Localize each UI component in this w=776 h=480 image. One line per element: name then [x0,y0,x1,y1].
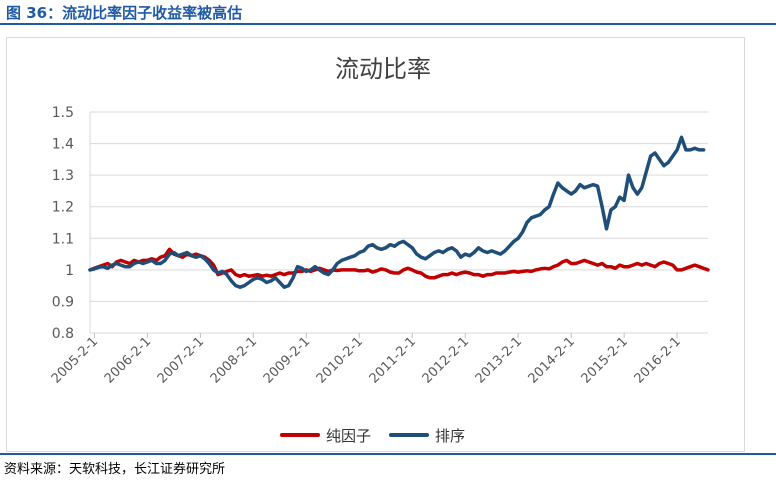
legend-label-ranking: 排序 [435,426,466,445]
x-tick-label: 2005-2-1 [49,334,101,386]
chart-title: 流动比率 [335,55,431,83]
legend-item-ranking: 排序 [389,425,465,446]
series-line-ranking [88,135,706,289]
gridlines [89,111,708,334]
x-tick-label: 2006-2-1 [102,334,154,386]
bottom-divider [0,453,776,455]
x-tick-label: 2014-2-1 [526,334,578,386]
figure-title: 图 36：流动比率因子收益率被高估 [6,4,243,22]
x-tick-label: 2007-2-1 [155,334,207,386]
x-tick-label: 2008-2-1 [208,334,260,386]
x-tick-label: 2010-2-1 [314,334,366,386]
y-tick-label: 1 [65,263,74,279]
legend-swatch-ranking [389,433,430,437]
x-tick-labels: 2005-2-1 2006-2-1 2007-2-1 2008-2-1 2009-2-1… [49,333,684,387]
legend-swatch-pure-factor [280,433,320,437]
x-tick-label: 2016-2-1 [632,334,684,386]
x-tick-label: 2013-2-1 [473,334,525,386]
y-tick-label: 1.1 [52,231,74,247]
chart-frame [6,37,745,452]
x-tick-label: 2012-2-1 [420,334,472,386]
legend-label-pure-factor: 纯因子 [326,426,372,445]
top-divider [0,23,776,25]
legend: 纯因子 排序 [280,425,465,446]
y-tick-label: 1.4 [52,137,74,153]
series-lines [88,135,710,289]
y-tick-label: 1.2 [52,200,74,216]
y-tick-labels: 0.8 0.9 1 1.1 1.2 1.3 1.4 1.5 [52,105,74,342]
x-tick-label: 2011-2-1 [367,334,419,386]
source-note: 资料来源：天软科技，长江证券研究所 [4,462,226,477]
y-tick-label: 0.9 [52,294,74,310]
legend-item-pure-factor: 纯因子 [280,425,371,446]
y-tick-label: 0.8 [52,326,74,342]
x-tick-label: 2015-2-1 [579,334,631,386]
y-tick-label: 1.5 [52,105,74,121]
y-tick-label: 1.3 [52,168,74,184]
x-tick-label: 2009-2-1 [261,334,313,386]
